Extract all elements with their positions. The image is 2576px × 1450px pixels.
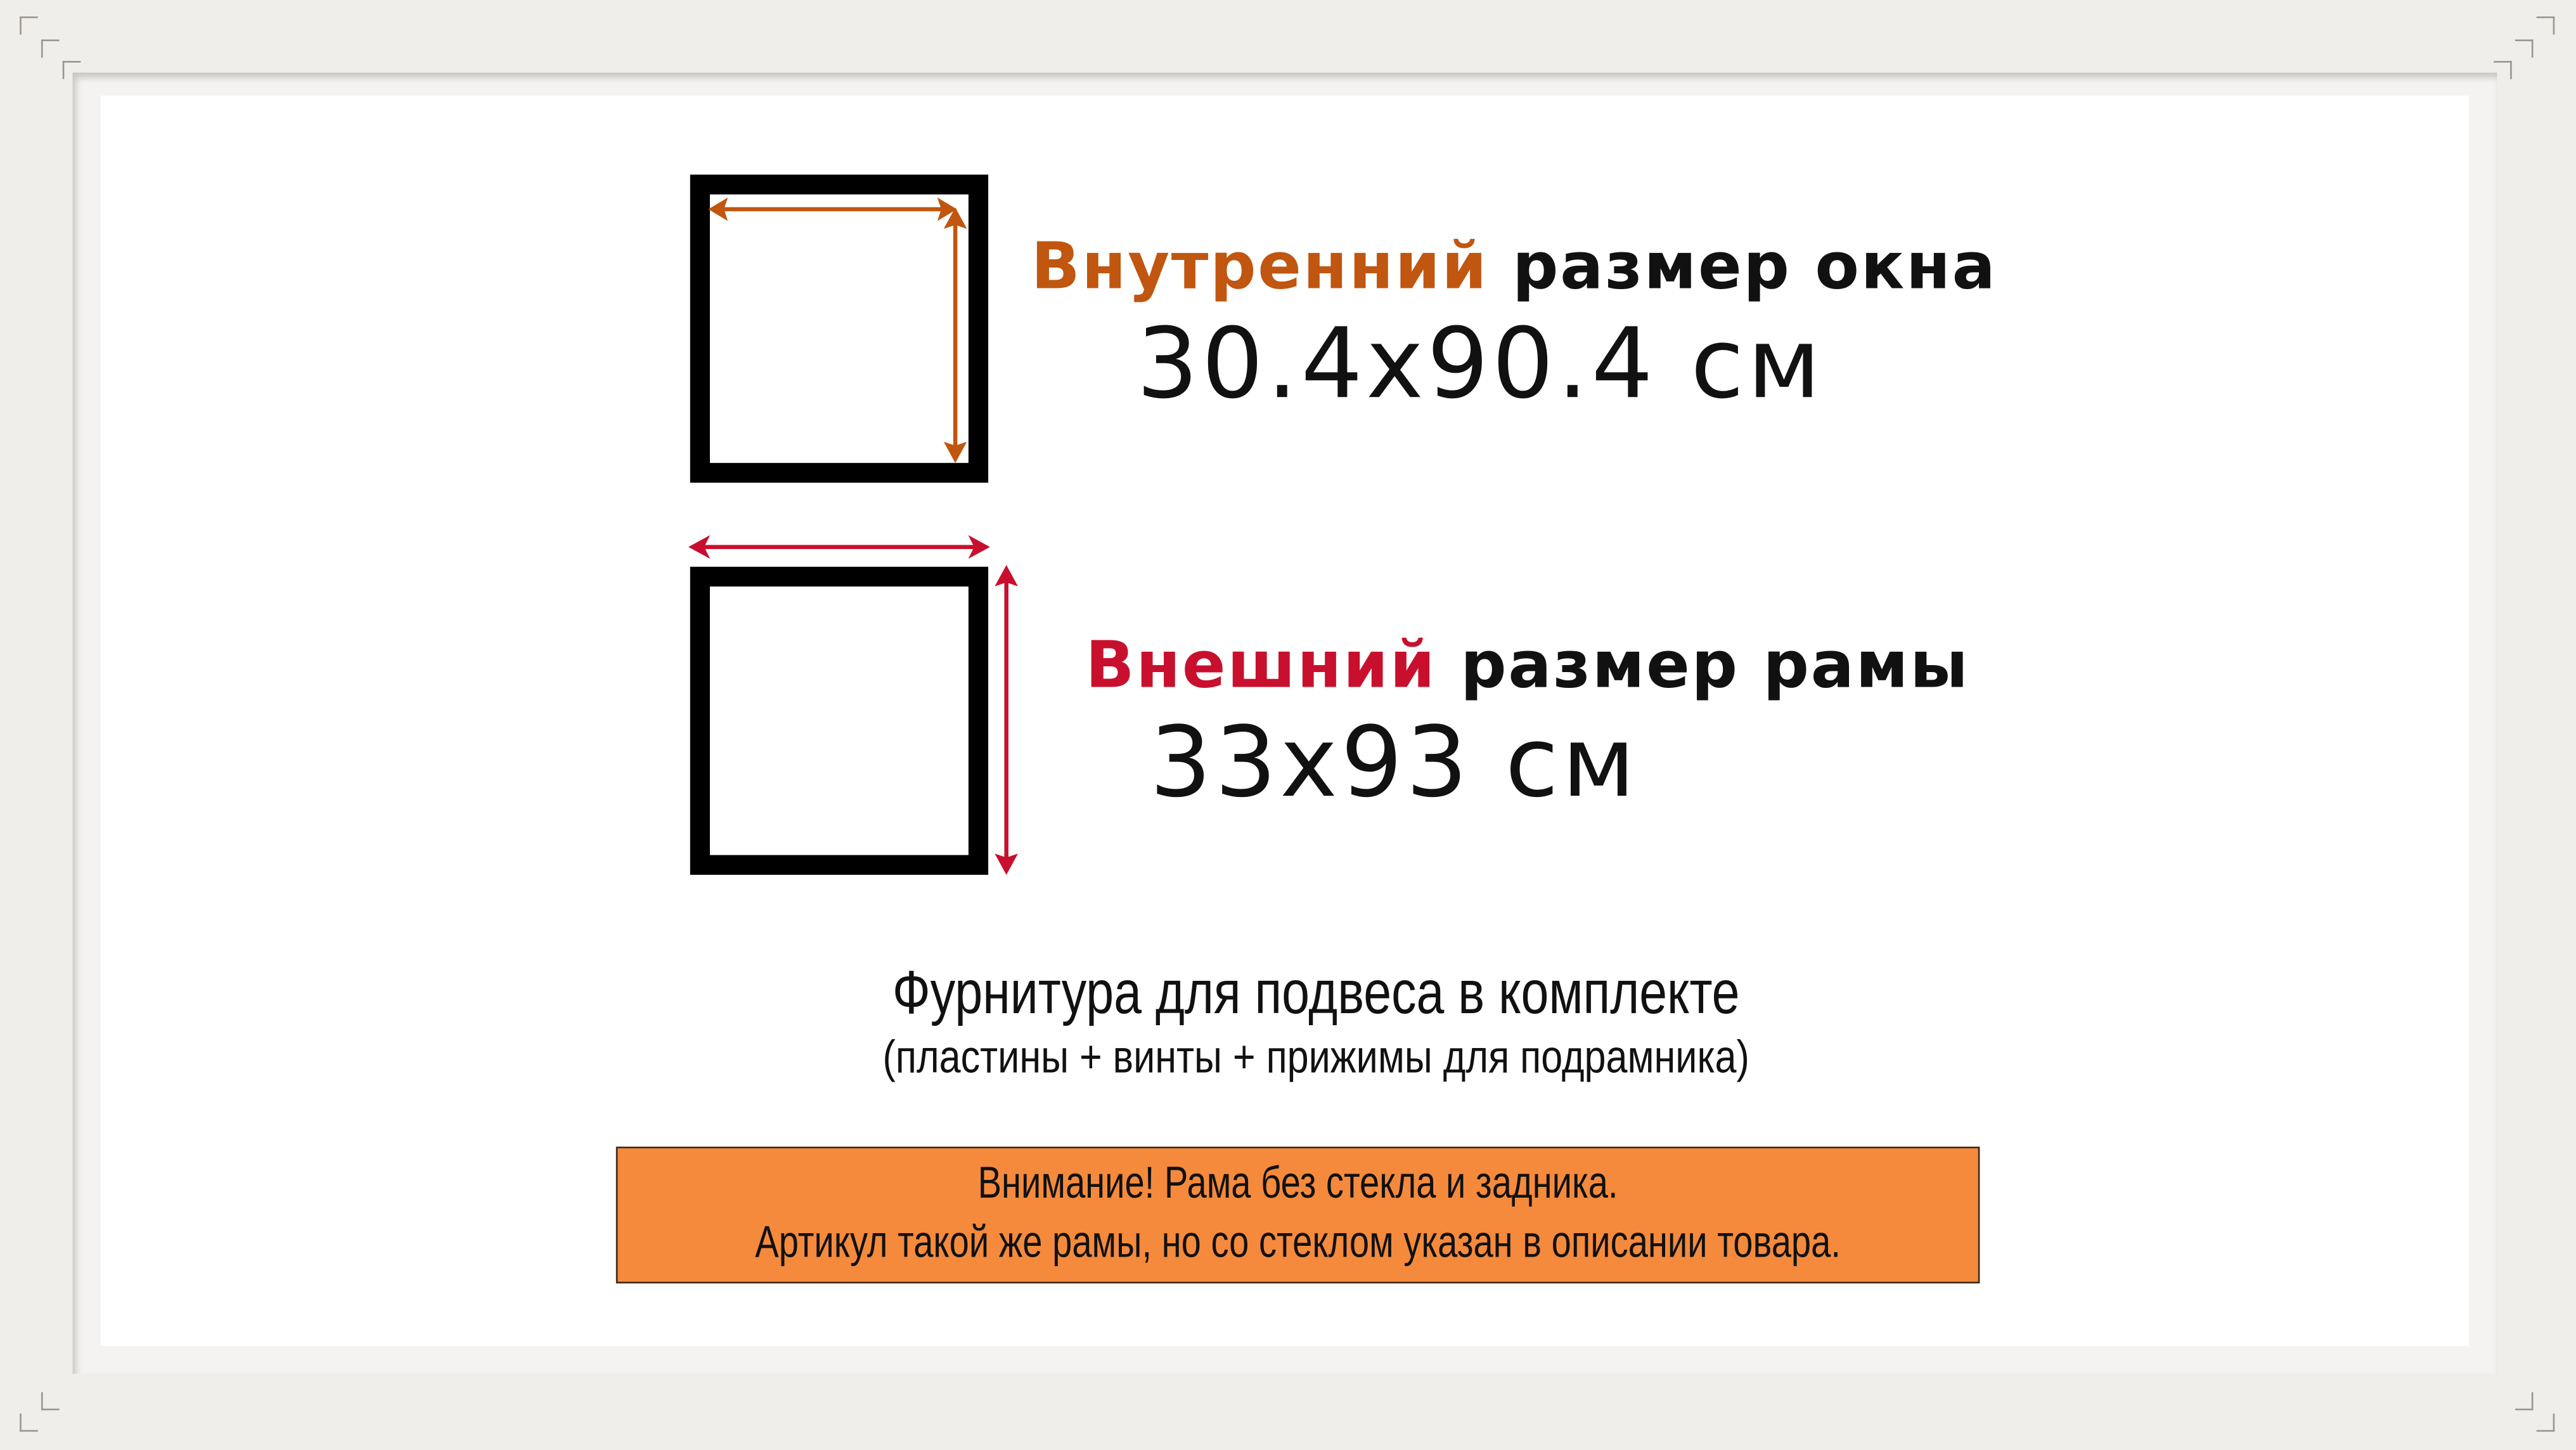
staple-mark — [62, 61, 81, 79]
outer-size-label: Внешний размер рамы — [1085, 630, 1969, 704]
outer-size-square-icon — [690, 566, 989, 875]
white-panel — [100, 95, 2470, 1346]
inner-size-label: Внутренний размер окна — [1031, 231, 1997, 305]
outer-arrows-icon — [688, 534, 1018, 875]
hardware-title: Фурнитура для подвеса в комплекте — [892, 959, 1740, 1026]
inner-size-value: 30.4x90.4 см — [1136, 306, 1824, 420]
staple-mark — [20, 16, 38, 35]
notice-box: Внимание! Рама без стекла и задника. Арт… — [615, 1146, 1980, 1284]
outer-highlight: Внешний — [1085, 629, 1437, 704]
notice-line-1: Внимание! Рама без стекла и задника. — [977, 1158, 1618, 1208]
notice-line-2: Артикул такой же рамы, но со стеклом ука… — [755, 1217, 1841, 1267]
staple-mark — [41, 39, 60, 58]
outer-rest: размер рамы — [1436, 629, 1970, 704]
inner-arrows-icon — [708, 197, 967, 463]
inner-highlight: Внутренний — [1031, 230, 1489, 305]
hardware-subtitle: (пластины + винты + прижимы для подрамни… — [882, 1031, 1749, 1083]
inner-rest: размер окна — [1488, 230, 1997, 305]
outer-size-value: 33x93 см — [1149, 705, 1639, 819]
inner-size-square-icon — [690, 174, 989, 483]
